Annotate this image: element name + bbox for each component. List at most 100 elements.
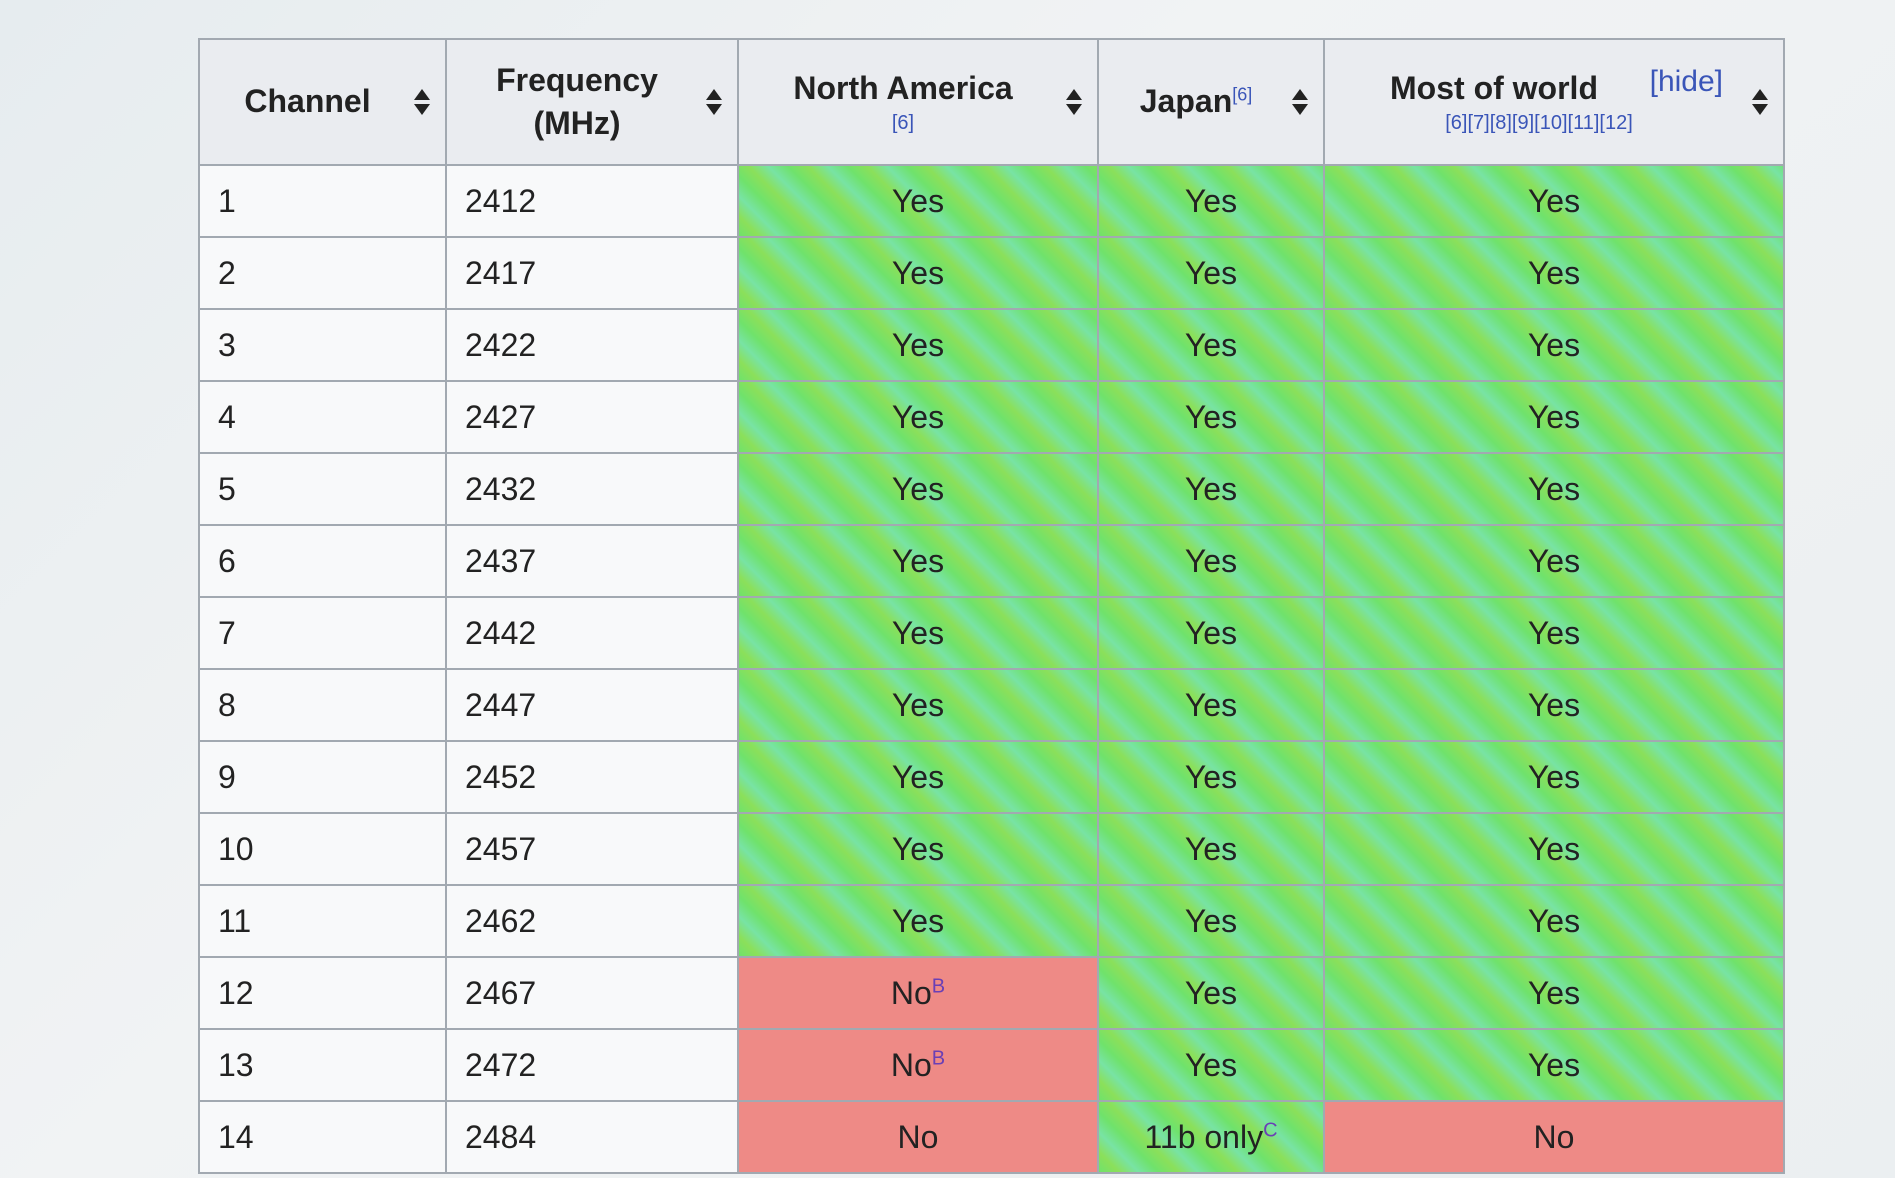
channel-cell-text: 2	[218, 254, 236, 291]
north-america-cell: No	[737, 1100, 1099, 1174]
channel-cell-text: 1	[218, 182, 236, 219]
japan-cell: Yes	[1097, 596, 1325, 670]
frequency-cell-text: 2467	[465, 974, 537, 1011]
japan-cell-text: Yes	[1184, 1046, 1238, 1083]
most-of-world-cell-text: Yes	[1527, 470, 1581, 507]
japan-cell-text: Yes	[1184, 470, 1238, 507]
north-america-reference-link[interactable]: [6]	[891, 112, 915, 135]
most-of-world-cell-text: Yes	[1527, 398, 1581, 435]
japan-cell: Yes	[1097, 668, 1325, 742]
frequency-cell-text: 2462	[465, 902, 537, 939]
most-of-world-cell: Yes	[1323, 380, 1785, 454]
sort-icon[interactable]	[705, 89, 723, 115]
channel-cell: 1	[198, 164, 447, 238]
japan-cell: Yes	[1097, 1028, 1325, 1102]
most-of-world-cell: Yes	[1323, 812, 1785, 886]
header-frequency-line2: (MHz)	[533, 105, 621, 141]
sort-icon[interactable]	[1065, 89, 1083, 115]
japan-cell: Yes	[1097, 164, 1325, 238]
header-north-america[interactable]: North America [6]	[737, 38, 1099, 166]
north-america-cell: Yes	[737, 236, 1099, 310]
most-of-world-cell: Yes	[1323, 596, 1785, 670]
channel-cell-text: 12	[218, 974, 254, 1011]
header-channel-label: Channel	[244, 83, 371, 120]
channel-cell: 5	[198, 452, 447, 526]
hide-link[interactable]: [hide]	[1649, 65, 1723, 98]
table-row: 1 2412 Yes Yes Yes	[198, 164, 1785, 238]
footnote-link[interactable]: B	[931, 974, 946, 997]
japan-cell-text: Yes	[1184, 974, 1238, 1011]
table-row: 11 2462 Yes Yes Yes	[198, 884, 1785, 958]
header-channel[interactable]: Channel	[198, 38, 447, 166]
japan-cell: 11b onlyC	[1097, 1100, 1325, 1174]
wifi-channels-table: Channel Frequency (MHz) North America [6…	[198, 38, 1785, 1174]
north-america-cell-text: Yes	[891, 830, 945, 867]
channel-cell-text: 8	[218, 686, 236, 723]
table-row: 6 2437 Yes Yes Yes	[198, 524, 1785, 598]
channel-cell-text: 4	[218, 398, 236, 435]
channel-cell: 11	[198, 884, 447, 958]
japan-cell-text: Yes	[1184, 686, 1238, 723]
channel-cell-text: 10	[218, 830, 254, 867]
sort-icon[interactable]	[1291, 89, 1309, 115]
most-of-world-cell: No	[1323, 1100, 1785, 1174]
most-of-world-cell: Yes	[1323, 524, 1785, 598]
north-america-cell: Yes	[737, 740, 1099, 814]
frequency-cell-text: 2442	[465, 614, 537, 651]
table-row: 5 2432 Yes Yes Yes	[198, 452, 1785, 526]
table-row: 7 2442 Yes Yes Yes	[198, 596, 1785, 670]
header-row: Channel Frequency (MHz) North America [6…	[198, 38, 1785, 166]
channel-cell: 10	[198, 812, 447, 886]
frequency-cell: 2467	[445, 956, 739, 1030]
channel-cell: 12	[198, 956, 447, 1030]
north-america-cell: Yes	[737, 452, 1099, 526]
frequency-cell: 2412	[445, 164, 739, 238]
most-of-world-cell-text: Yes	[1527, 254, 1581, 291]
channel-cell: 6	[198, 524, 447, 598]
most-of-world-cell-text: Yes	[1527, 686, 1581, 723]
channel-cell: 2	[198, 236, 447, 310]
north-america-cell-text: Yes	[891, 254, 945, 291]
header-frequency[interactable]: Frequency (MHz)	[445, 38, 739, 166]
channel-cell: 4	[198, 380, 447, 454]
north-america-cell-text: Yes	[891, 686, 945, 723]
japan-cell: Yes	[1097, 956, 1325, 1030]
header-japan-label: Japan	[1139, 83, 1233, 120]
japan-cell: Yes	[1097, 812, 1325, 886]
most-of-world-cell-text: Yes	[1527, 1046, 1581, 1083]
frequency-cell-text: 2472	[465, 1046, 537, 1083]
header-most-of-world[interactable]: Most of world [hide] [6][7][8][9][10][11…	[1323, 38, 1785, 166]
north-america-cell-text: Yes	[891, 542, 945, 579]
most-of-world-reference-links[interactable]: [6][7][8][9][10][11][12]	[1445, 112, 1633, 135]
channel-cell-text: 3	[218, 326, 236, 363]
table-row: 4 2427 Yes Yes Yes	[198, 380, 1785, 454]
header-japan[interactable]: Japan[6]	[1097, 38, 1325, 166]
table-row: 10 2457 Yes Yes Yes	[198, 812, 1785, 886]
frequency-cell: 2472	[445, 1028, 739, 1102]
most-of-world-cell-text: Yes	[1527, 974, 1581, 1011]
north-america-cell: Yes	[737, 668, 1099, 742]
north-america-cell-text: Yes	[891, 614, 945, 651]
sort-icon[interactable]	[1751, 89, 1769, 115]
most-of-world-cell-text: Yes	[1527, 182, 1581, 219]
japan-reference-link[interactable]: [6]	[1232, 84, 1253, 105]
most-of-world-cell-text: No	[1533, 1118, 1575, 1155]
channel-cell-text: 6	[218, 542, 236, 579]
most-of-world-cell: Yes	[1323, 236, 1785, 310]
footnote-link[interactable]: B	[931, 1046, 946, 1069]
most-of-world-cell-text: Yes	[1527, 614, 1581, 651]
channel-cell-text: 14	[218, 1118, 254, 1155]
frequency-cell-text: 2412	[465, 182, 537, 219]
most-of-world-cell: Yes	[1323, 308, 1785, 382]
frequency-cell: 2484	[445, 1100, 739, 1174]
japan-cell-text: 11b only	[1144, 1118, 1264, 1155]
channel-cell-text: 9	[218, 758, 236, 795]
table-row: 14 2484 No 11b onlyC No	[198, 1100, 1785, 1174]
north-america-cell: Yes	[737, 812, 1099, 886]
most-of-world-cell: Yes	[1323, 1028, 1785, 1102]
footnote-link[interactable]: C	[1263, 1118, 1278, 1141]
most-of-world-cell: Yes	[1323, 164, 1785, 238]
sort-icon[interactable]	[413, 89, 431, 115]
frequency-cell-text: 2437	[465, 542, 537, 579]
